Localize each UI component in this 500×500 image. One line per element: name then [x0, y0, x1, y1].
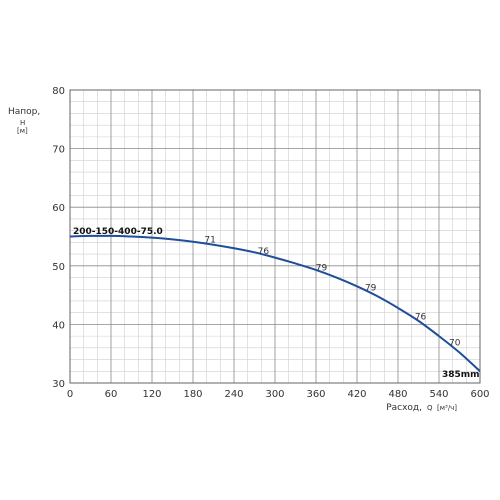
efficiency-label: 79 — [365, 283, 377, 293]
efficiency-labels: 71 76 79 79 76 70 — [204, 235, 460, 348]
y-tick-label: 50 — [52, 262, 65, 273]
y-tick-label: 40 — [52, 320, 65, 331]
x-axis-title: Расход, — [386, 403, 422, 413]
efficiency-label: 76 — [258, 247, 270, 257]
x-tick-label: 120 — [142, 389, 161, 400]
efficiency-label: 71 — [204, 235, 215, 245]
efficiency-label: 79 — [316, 263, 328, 273]
x-axis-unit: [м³/ч] — [437, 404, 457, 412]
x-tick-label: 0 — [67, 389, 73, 400]
x-tick-label: 360 — [306, 389, 325, 400]
y-tick-label: 80 — [52, 86, 65, 97]
x-tick-labels: 0 60 120 180 240 300 360 420 480 540 600 — [67, 389, 490, 400]
y-tick-label: 30 — [52, 379, 65, 390]
y-tick-labels: 30 40 50 60 70 80 — [52, 86, 65, 390]
x-tick-label: 420 — [347, 389, 366, 400]
efficiency-label: 76 — [415, 313, 427, 323]
y-tick-label: 60 — [52, 203, 65, 214]
x-axis-symbol: Q — [427, 404, 433, 412]
x-tick-label: 180 — [183, 389, 202, 400]
x-tick-label: 540 — [429, 389, 448, 400]
efficiency-label: 70 — [449, 338, 461, 348]
x-tick-label: 480 — [388, 389, 407, 400]
x-tick-label: 240 — [224, 389, 243, 400]
y-axis-unit: [м] — [17, 127, 28, 135]
y-axis-symbol: H — [20, 119, 25, 127]
series-label: 200-150-400-75.0 — [73, 227, 163, 237]
performance-curve — [69, 234, 481, 373]
y-tick-label: 70 — [52, 145, 65, 156]
y-axis-title: Напор, — [8, 107, 40, 117]
diameter-label: 385mm — [442, 370, 480, 380]
x-tick-label: 60 — [105, 389, 118, 400]
x-tick-label: 300 — [265, 389, 284, 400]
x-tick-label: 600 — [470, 389, 489, 400]
